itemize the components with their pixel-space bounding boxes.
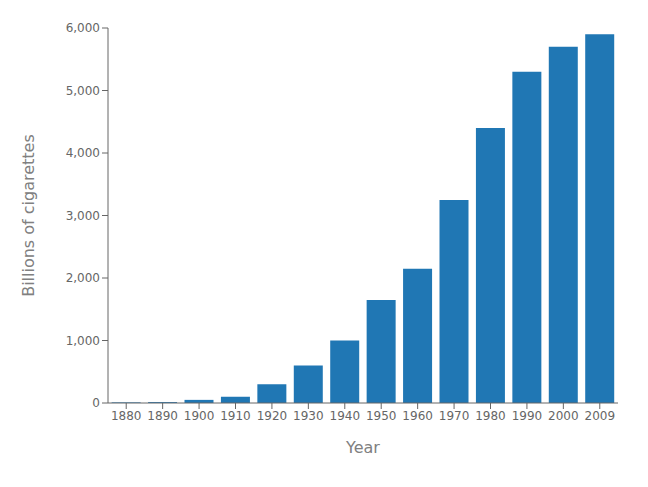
svg-text:2,000: 2,000 (66, 271, 100, 285)
svg-text:1960: 1960 (402, 409, 433, 423)
svg-text:1,000: 1,000 (66, 334, 100, 348)
svg-text:Year: Year (345, 438, 380, 457)
svg-text:1900: 1900 (184, 409, 215, 423)
svg-text:4,000: 4,000 (66, 146, 100, 160)
svg-text:1990: 1990 (512, 409, 543, 423)
svg-text:Billions of cigarettes: Billions of cigarettes (19, 134, 38, 297)
svg-text:1880: 1880 (111, 409, 142, 423)
svg-text:3,000: 3,000 (66, 209, 100, 223)
svg-text:1940: 1940 (330, 409, 361, 423)
svg-text:1920: 1920 (257, 409, 288, 423)
svg-text:2009: 2009 (585, 409, 616, 423)
svg-text:1890: 1890 (147, 409, 178, 423)
svg-text:5,000: 5,000 (66, 84, 100, 98)
svg-text:1910: 1910 (220, 409, 251, 423)
svg-text:6,000: 6,000 (66, 21, 100, 35)
svg-text:2000: 2000 (548, 409, 579, 423)
svg-text:1970: 1970 (439, 409, 470, 423)
svg-text:1980: 1980 (475, 409, 506, 423)
svg-text:1930: 1930 (293, 409, 324, 423)
svg-text:1950: 1950 (366, 409, 397, 423)
svg-text:0: 0 (92, 396, 100, 410)
